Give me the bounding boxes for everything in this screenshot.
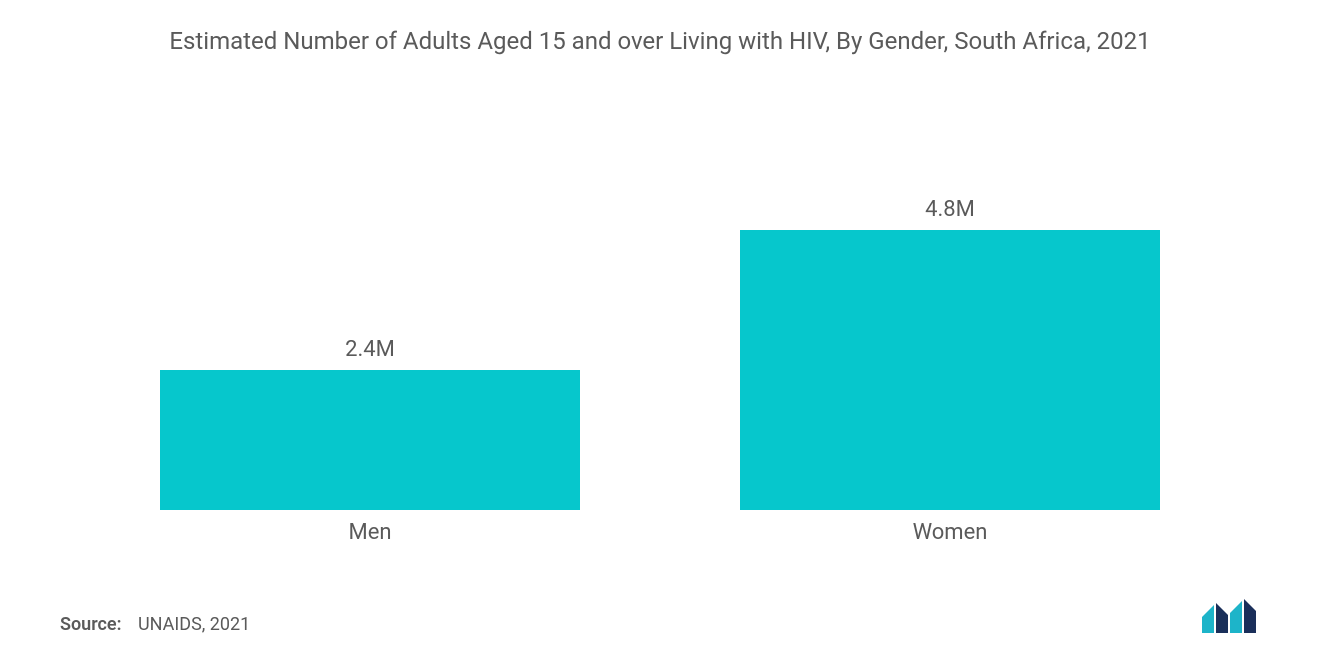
source-line: Source: UNAIDS, 2021: [60, 614, 250, 635]
bar-value-men: 2.4M: [160, 337, 580, 362]
bar-label-women: Women: [740, 520, 1160, 545]
logo-bar-2: [1216, 603, 1228, 633]
logo-bar-3: [1230, 601, 1242, 633]
bar-value-women: 4.8M: [740, 197, 1160, 222]
source-text: UNAIDS, 2021: [138, 614, 250, 635]
bar-group-men: 2.4M Men: [160, 117, 580, 545]
chart-footer: Source: UNAIDS, 2021: [50, 545, 1270, 635]
chart-title: Estimated Number of Adults Aged 15 and o…: [50, 25, 1270, 67]
logo-bar-4: [1244, 599, 1256, 633]
brand-logo-icon: [1200, 595, 1260, 635]
logo-bar-1: [1202, 605, 1214, 633]
bar-label-men: Men: [160, 520, 580, 545]
chart-container: Estimated Number of Adults Aged 15 and o…: [0, 0, 1320, 665]
source-label: Source:: [60, 614, 122, 635]
bar-women: [740, 230, 1160, 510]
bar-group-women: 4.8M Women: [740, 117, 1160, 545]
plot-area: 2.4M Men 4.8M Women: [50, 67, 1270, 545]
bar-men: [160, 370, 580, 510]
